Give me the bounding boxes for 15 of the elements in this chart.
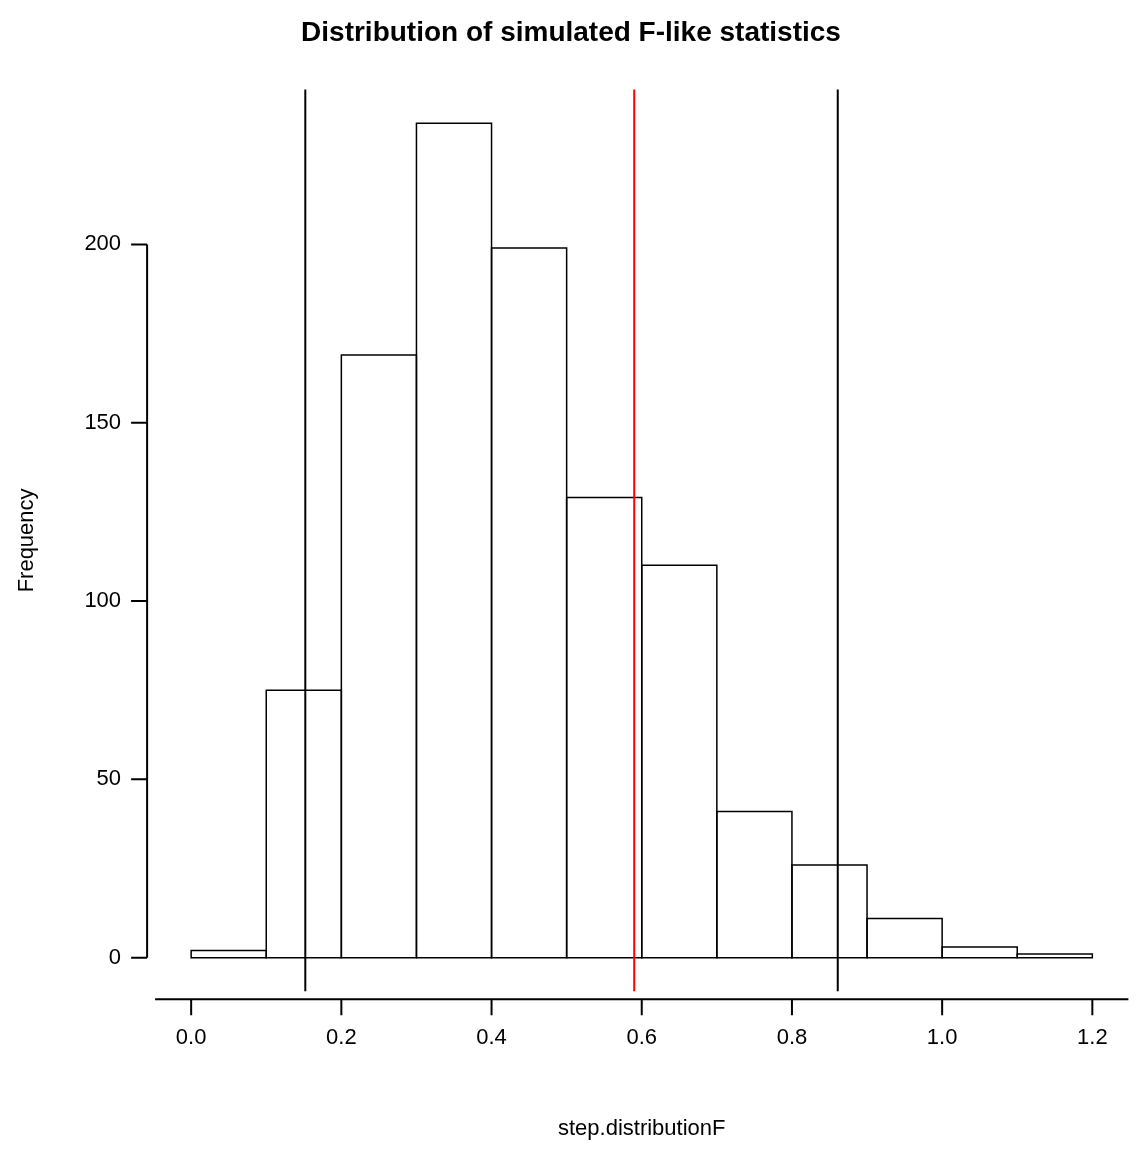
- x-tick-label: 1.2: [1077, 1024, 1108, 1050]
- x-tick-label: 0.2: [326, 1024, 357, 1050]
- y-tick-label: 50: [96, 765, 122, 791]
- y-tick-label: 200: [84, 230, 122, 256]
- x-tick-label: 0.6: [626, 1024, 658, 1050]
- chart-title: Distribution of simulated F-like statistics: [301, 15, 841, 47]
- x-tick-label: 0.0: [175, 1024, 207, 1050]
- x-tick-label: 0.8: [776, 1024, 808, 1050]
- x-tick-label: 0.4: [476, 1024, 507, 1050]
- y-tick-label: 0: [108, 943, 122, 969]
- y-tick-label: 150: [84, 408, 122, 434]
- x-tick-label: 1.0: [926, 1024, 958, 1050]
- x-axis-title: step.distributionF: [557, 1114, 726, 1140]
- y-tick-label: 100: [84, 587, 122, 613]
- y-axis-title: Frequency: [13, 488, 39, 593]
